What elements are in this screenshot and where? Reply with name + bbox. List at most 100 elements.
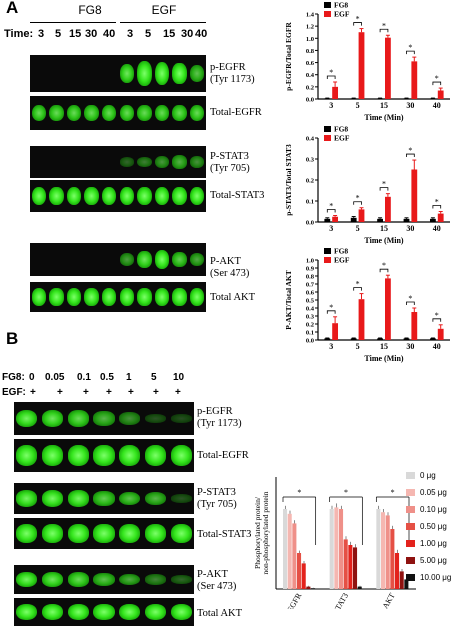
egf-sign: + bbox=[57, 387, 63, 398]
blot-label: p-EGFR (Tyr 1173) bbox=[210, 62, 255, 85]
bar bbox=[353, 547, 358, 589]
bar bbox=[339, 509, 344, 589]
sig-marker: * bbox=[435, 198, 439, 207]
blot-band bbox=[67, 603, 89, 621]
legend-swatch bbox=[324, 248, 331, 254]
blot-b-p-akt bbox=[14, 565, 194, 594]
blot-a-total-egfr bbox=[30, 96, 206, 130]
y-tick-label: 0.2 bbox=[306, 322, 314, 329]
bar bbox=[381, 512, 386, 589]
bar bbox=[385, 37, 391, 99]
sig-bracket bbox=[353, 22, 362, 26]
x-tick-label: 15 bbox=[380, 101, 388, 110]
blot-band bbox=[170, 494, 192, 503]
legend-swatch bbox=[324, 11, 331, 17]
y-tick-label: 0.6 bbox=[306, 60, 315, 67]
sig-marker: * bbox=[382, 21, 386, 30]
blot-band bbox=[170, 524, 192, 543]
blot-band bbox=[144, 524, 166, 543]
blot-b-total-akt bbox=[14, 598, 194, 626]
blot-band bbox=[172, 155, 187, 169]
blot-band bbox=[93, 572, 115, 587]
blot-label: P-AKT (Ser 473) bbox=[210, 256, 250, 279]
time-tick: 40 bbox=[195, 28, 208, 40]
blot-label: Total AKT bbox=[210, 292, 256, 303]
bracket-egf bbox=[120, 22, 206, 23]
time-tick: 3 bbox=[127, 28, 134, 40]
sig-marker: * bbox=[408, 43, 412, 52]
blot-label: P-STAT3 (Tyr 705) bbox=[197, 487, 237, 510]
legend-swatch bbox=[406, 557, 415, 564]
blot-band bbox=[84, 104, 99, 122]
fg8-dose: 1 bbox=[126, 372, 132, 383]
x-axis-label: Time (Min) bbox=[364, 113, 404, 122]
x-tick-label: 3 bbox=[329, 342, 333, 351]
blot-band bbox=[172, 186, 187, 206]
legend-label: EGF bbox=[334, 10, 350, 19]
blot-band bbox=[170, 603, 192, 621]
sig-bracket bbox=[432, 81, 442, 86]
blot-band bbox=[66, 186, 82, 206]
blot-band bbox=[154, 288, 170, 306]
panel-b-fg8-row: FG8: 0 0.05 0.1 0.5 1 5 10 bbox=[0, 372, 200, 385]
blot-band bbox=[137, 186, 152, 206]
bar bbox=[411, 312, 418, 340]
blot-band bbox=[67, 572, 89, 587]
blot-band bbox=[101, 288, 117, 306]
sig-marker: * bbox=[435, 74, 439, 83]
x-tick-label: 15 bbox=[380, 342, 388, 351]
x-tick-label: STAT3 bbox=[331, 592, 350, 610]
x-axis-label: Time (Min) bbox=[364, 354, 404, 363]
time-label: Time: bbox=[4, 28, 34, 40]
legend-swatch bbox=[406, 489, 415, 496]
blot-band bbox=[119, 491, 141, 506]
legend-swatch bbox=[324, 126, 331, 132]
bar bbox=[390, 529, 395, 589]
y-tick-label: 0.2 bbox=[306, 178, 314, 185]
blot-band bbox=[16, 445, 38, 466]
blot-band bbox=[67, 490, 89, 507]
egf-sign: + bbox=[153, 387, 159, 398]
sig-marker: * bbox=[435, 311, 439, 320]
fg8-dose: 0.1 bbox=[77, 372, 91, 383]
blot-band bbox=[119, 186, 134, 206]
bar bbox=[437, 90, 444, 99]
blot-band bbox=[93, 411, 115, 426]
sig-bracket bbox=[406, 153, 415, 158]
time-tick: 40 bbox=[103, 28, 116, 40]
x-tick-label: EGFR bbox=[285, 591, 303, 609]
y-tick-label: 1.4 bbox=[306, 12, 315, 19]
blot-band bbox=[16, 571, 38, 588]
blot-band bbox=[119, 524, 141, 543]
blot-b-total-stat3 bbox=[14, 518, 194, 549]
group-label-fg8: FG8 bbox=[78, 3, 102, 17]
legend-swatch bbox=[406, 523, 415, 530]
blot-band bbox=[144, 574, 166, 585]
sig-bracket bbox=[353, 201, 362, 205]
blot-band bbox=[16, 524, 38, 543]
blot-band bbox=[31, 104, 46, 122]
blot-label: Total-EGFR bbox=[210, 107, 262, 118]
blot-band bbox=[42, 445, 64, 466]
blot-b-p-egfr bbox=[14, 402, 194, 435]
blot-band bbox=[170, 445, 192, 466]
blot-band bbox=[144, 491, 166, 506]
legend-swatch bbox=[406, 540, 415, 547]
legend-label: FG8 bbox=[334, 125, 348, 134]
bar bbox=[350, 98, 357, 99]
bracket-fg8 bbox=[30, 22, 116, 23]
bar bbox=[348, 545, 353, 589]
blot-band bbox=[49, 186, 64, 206]
y-tick-label: 1.0 bbox=[306, 258, 314, 265]
egf-sign: + bbox=[175, 387, 181, 398]
y-tick-label: 1.0 bbox=[306, 36, 314, 43]
blot-band bbox=[67, 445, 89, 466]
time-tick: 15 bbox=[69, 28, 82, 40]
y-axis-label: P-AKT/Total AKT bbox=[284, 270, 293, 330]
y-tick-label: 0.7 bbox=[306, 282, 315, 289]
sig-bracket bbox=[326, 75, 336, 79]
x-axis-label: Time (Min) bbox=[364, 236, 404, 245]
bar bbox=[399, 571, 404, 589]
x-tick-label: 5 bbox=[356, 224, 360, 233]
bar bbox=[404, 579, 409, 589]
